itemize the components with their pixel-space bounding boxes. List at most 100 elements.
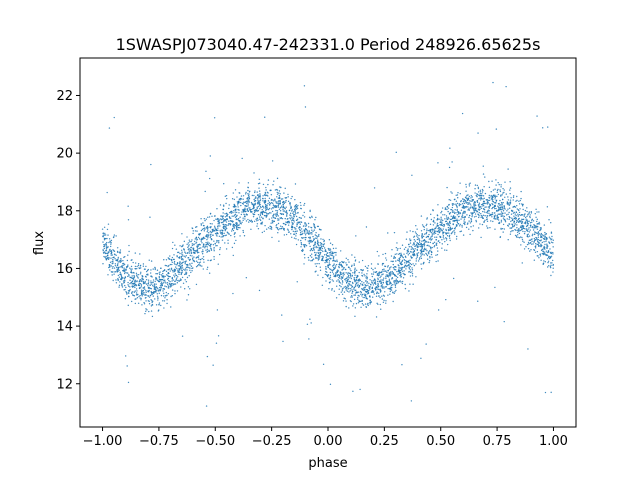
- data-point: [332, 265, 334, 267]
- data-point: [423, 248, 425, 251]
- data-point: [186, 236, 188, 238]
- data-point: [410, 245, 412, 248]
- data-point: [397, 248, 399, 250]
- data-point: [117, 274, 120, 277]
- data-point: [491, 213, 494, 216]
- data-point: [289, 214, 291, 216]
- data-point: [134, 302, 137, 305]
- data-point: [138, 284, 140, 286]
- data-point: [320, 259, 323, 261]
- data-point: [169, 286, 172, 288]
- data-point: [206, 250, 209, 253]
- data-point: [232, 223, 235, 225]
- data-point: [341, 290, 344, 292]
- data-point: [308, 338, 310, 340]
- data-point: [409, 275, 412, 277]
- data-point: [327, 266, 330, 269]
- data-point: [409, 238, 411, 240]
- data-point: [129, 267, 131, 269]
- data-point: [228, 207, 230, 210]
- data-point: [258, 289, 261, 292]
- data-point: [530, 249, 532, 251]
- data-point: [320, 245, 323, 247]
- data-point: [139, 279, 141, 281]
- data-point: [128, 275, 130, 277]
- data-point: [268, 218, 271, 220]
- data-point: [124, 271, 126, 273]
- data-point: [136, 274, 138, 276]
- data-point: [478, 211, 480, 214]
- data-point: [330, 258, 332, 260]
- data-point: [383, 299, 385, 302]
- data-point: [287, 229, 289, 231]
- data-point: [208, 177, 211, 180]
- data-point: [494, 218, 496, 220]
- data-point: [182, 254, 184, 256]
- data-point: [215, 245, 217, 247]
- data-point: [537, 245, 540, 247]
- data-point: [315, 232, 317, 234]
- data-point: [247, 218, 249, 221]
- y-axis-label: flux: [32, 231, 47, 255]
- data-point: [262, 210, 265, 213]
- data-point: [331, 279, 333, 281]
- data-point: [251, 203, 253, 205]
- data-point: [225, 234, 227, 236]
- data-point: [222, 221, 224, 224]
- data-point: [118, 269, 120, 271]
- data-point: [183, 240, 186, 243]
- data-point: [450, 191, 452, 193]
- data-point: [391, 260, 394, 263]
- data-point: [388, 268, 391, 270]
- data-point: [250, 208, 252, 211]
- data-point: [389, 281, 391, 283]
- data-point: [362, 296, 364, 299]
- data-point: [179, 261, 181, 263]
- data-point: [470, 197, 472, 199]
- data-point: [216, 217, 219, 220]
- data-point: [527, 233, 530, 235]
- data-point: [446, 232, 449, 234]
- data-point: [336, 259, 338, 261]
- data-point: [144, 312, 146, 315]
- data-point: [470, 195, 472, 197]
- data-point: [182, 259, 184, 261]
- data-point: [468, 216, 470, 219]
- data-point: [157, 280, 160, 282]
- data-point: [248, 197, 250, 200]
- data-point: [461, 112, 464, 115]
- data-point: [168, 264, 170, 267]
- data-point: [220, 221, 223, 224]
- data-point: [545, 250, 548, 252]
- data-point: [132, 261, 134, 264]
- data-point: [496, 214, 498, 217]
- data-point: [166, 294, 168, 296]
- data-point: [286, 214, 288, 216]
- data-point: [285, 221, 287, 223]
- data-point: [198, 255, 200, 257]
- data-point: [411, 271, 413, 273]
- data-point: [127, 265, 129, 267]
- data-point: [503, 189, 505, 191]
- data-point: [271, 210, 274, 213]
- data-point: [352, 305, 354, 307]
- data-point: [483, 186, 485, 188]
- data-point: [128, 285, 130, 287]
- data-point: [189, 288, 191, 290]
- data-point: [482, 217, 484, 220]
- data-point: [350, 296, 352, 298]
- data-point: [217, 229, 219, 232]
- data-point: [197, 236, 200, 239]
- data-point: [332, 268, 335, 271]
- data-point: [311, 249, 314, 252]
- data-point: [511, 225, 514, 227]
- data-point: [226, 197, 228, 200]
- data-point: [406, 252, 408, 255]
- data-point: [216, 309, 219, 311]
- data-point: [354, 270, 356, 272]
- data-point: [526, 207, 528, 209]
- data-point: [179, 245, 181, 247]
- data-point: [305, 224, 308, 226]
- data-point: [440, 224, 442, 227]
- data-point: [190, 271, 192, 274]
